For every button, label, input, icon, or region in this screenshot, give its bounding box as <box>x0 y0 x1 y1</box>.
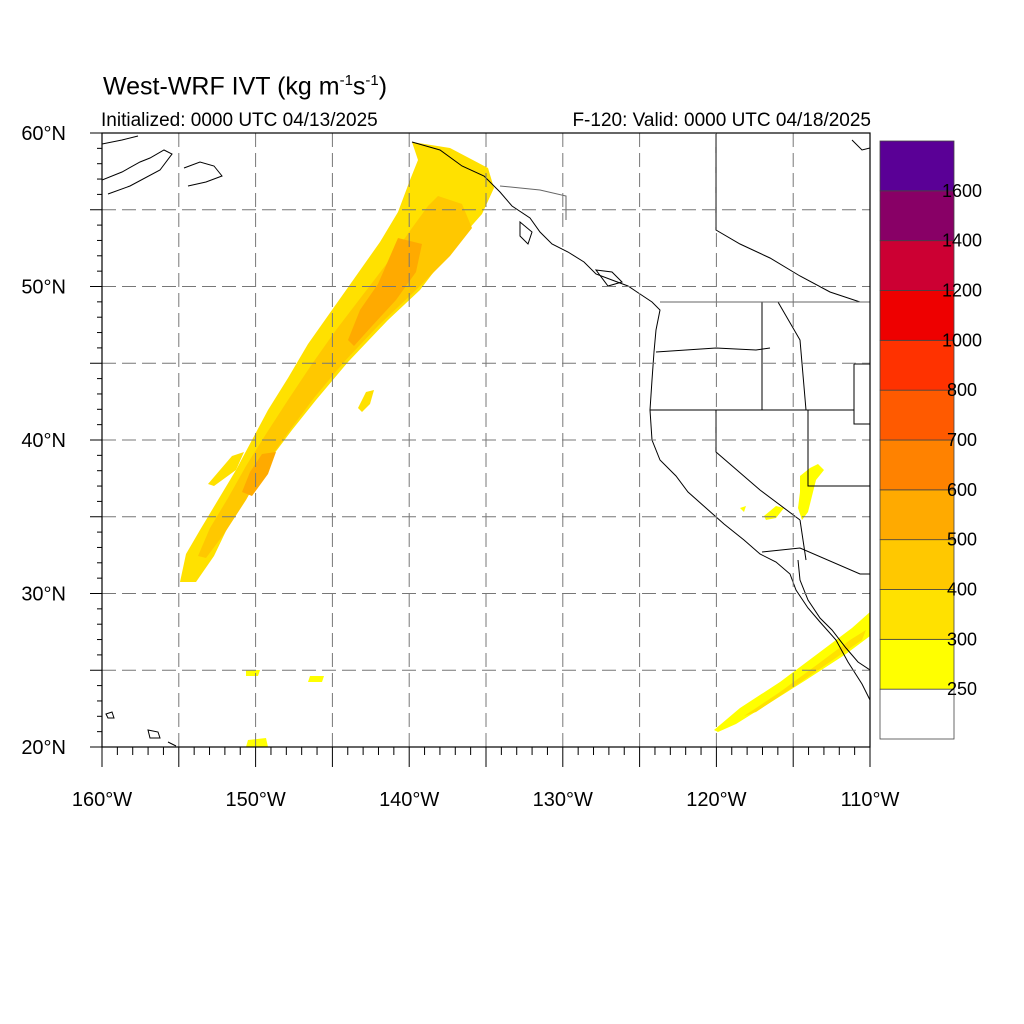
latitude-labels: 20°N 30°N 40°N 50°N 60°N <box>21 123 66 759</box>
map-title: West-WRF IVT (kg m-1s-1) <box>103 72 388 101</box>
colorbar-swatch <box>879 638 955 690</box>
colorbar-label: 500 <box>947 530 977 550</box>
lat-label: 20°N <box>21 737 66 759</box>
colorbar-swatch <box>879 589 955 640</box>
colorbar-label: 300 <box>947 629 977 649</box>
lat-label: 60°N <box>21 123 66 145</box>
colorbar-label: 800 <box>947 380 977 400</box>
coastlines <box>102 134 870 747</box>
colorbar-label: 1000 <box>942 330 982 350</box>
colorbar-swatch <box>879 339 955 391</box>
lon-label: 140°W <box>379 789 439 811</box>
colorbar-swatch <box>879 240 955 291</box>
colorbar-label: 400 <box>947 580 977 600</box>
lat-label: 30°N <box>21 584 66 606</box>
state-borders <box>650 301 870 575</box>
lon-label: 160°W <box>72 789 132 811</box>
lon-label: 120°W <box>686 789 746 811</box>
lat-label: 40°N <box>21 430 66 452</box>
ivt-plume-northeast-pacific <box>180 142 494 582</box>
graticule <box>102 133 870 747</box>
colorbar-swatch <box>879 489 955 541</box>
colorbar-label: 1200 <box>942 281 982 301</box>
colorbar-label: 1400 <box>942 231 982 251</box>
colorbar-label: 1600 <box>942 181 982 201</box>
colorbar <box>879 140 955 740</box>
colorbar-swatch <box>879 190 955 242</box>
country-borders <box>499 185 870 303</box>
initialized-time: Initialized: 0000 UTC 04/13/2025 <box>101 110 378 131</box>
ivt-plume-baja-california <box>714 612 870 732</box>
lat-label: 50°N <box>21 277 66 299</box>
colorbar-swatch <box>879 539 955 590</box>
colorbar-swatch <box>879 290 955 341</box>
longitude-labels: 160°W 150°W 140°W 130°W 120°W 110°W <box>72 789 900 811</box>
colorbar-label: 700 <box>947 430 977 450</box>
tick-marks <box>90 132 871 767</box>
ivt-patch-great-basin <box>246 464 824 747</box>
colorbar-swatch <box>879 439 955 491</box>
colorbar-swatch <box>879 688 955 740</box>
valid-time: F-120: Valid: 0000 UTC 04/18/2025 <box>572 110 871 131</box>
colorbar-swatch <box>879 389 955 441</box>
map-frame <box>101 132 871 748</box>
lon-label: 150°W <box>225 789 285 811</box>
colorbar-labels: 250 300 400 500 600 700 800 1000 1200 1400 1600 <box>942 181 982 699</box>
lon-label: 130°W <box>533 789 593 811</box>
colorbar-label: 250 <box>947 679 977 699</box>
colorbar-label: 600 <box>947 480 977 500</box>
lon-label: 110°W <box>841 789 900 811</box>
colorbar-swatch <box>879 140 955 192</box>
